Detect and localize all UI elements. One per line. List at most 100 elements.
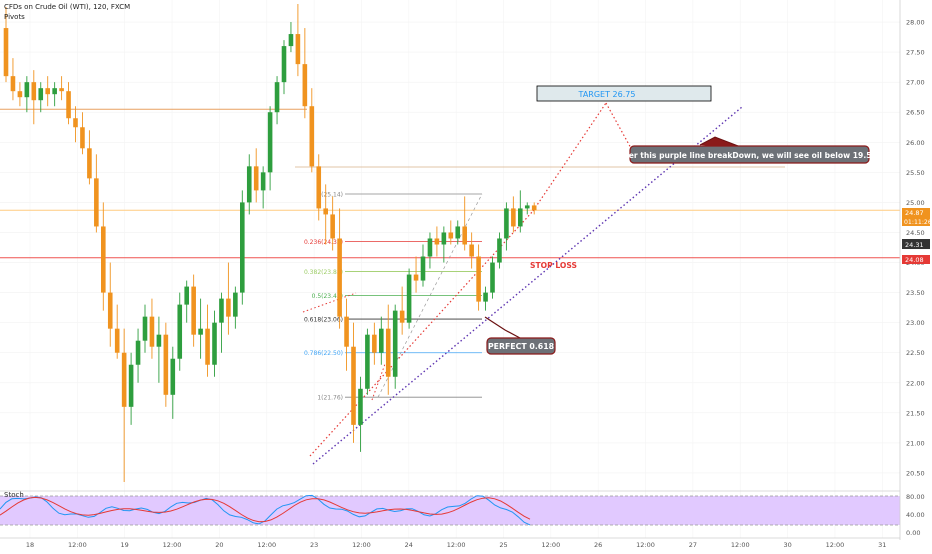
time-tick-label: 12:00 [447,541,466,549]
stoch-tick-80: 80.00 [906,493,925,501]
time-tick-label: 26 [594,541,602,549]
candle-body [24,82,30,98]
stoch-band [0,496,900,525]
candle-body [511,208,516,227]
stop-loss-label: STOP LOSS [530,261,577,270]
candle-body [483,292,488,302]
candle-body [267,112,273,173]
mid-price-text: 24.31 [905,241,924,249]
candle-body [246,166,252,203]
symbol-title: CFDs on Crude Oil (WTI), 120, FXCM [4,3,131,11]
stoch-tick-40: 40.00 [906,511,925,519]
candle-body [191,286,196,335]
price-tick-label: 21.50 [906,409,925,417]
candle-body [413,274,419,281]
candle-body [128,364,134,407]
time-tick-label: 25 [499,541,507,549]
price-tick-label: 22.00 [906,379,925,387]
current-price-tag [902,208,930,217]
stoch-k-line [0,494,531,526]
candle-body [80,127,85,149]
candle-body [372,334,377,353]
time-tick-label: 12:00 [541,541,560,549]
fib-level-label: 0.236(24.35) [304,239,343,246]
time-tick-label: 19 [121,541,129,549]
candle-body [427,238,433,257]
candle-body [309,106,315,167]
fib-level-label: 0.382(23.85) [304,269,343,276]
red-projection-line-1 [309,210,534,457]
breakdown-callout[interactable] [629,145,870,164]
pivots-indicator-label: Pivots [4,13,25,21]
red-projection-line-2 [532,102,607,212]
price-tick-label: 23.50 [906,289,925,297]
candle-body [156,334,162,347]
candle-body [455,226,461,239]
candle-body [149,316,155,347]
time-tick-label: 23 [310,541,318,549]
price-tick-label: 28.00 [906,19,925,27]
candle-body [434,238,440,245]
stop-price-text: 24.08 [905,256,924,264]
candle-body [504,208,509,239]
candle-body [330,214,335,239]
candle-body [497,238,502,263]
candle-body [518,208,523,227]
time-tick-label: 12:00 [636,541,655,549]
candle-body [205,328,210,365]
fib-level-label: 0(25.14) [317,191,343,198]
candle-body [219,298,224,323]
candle-body [379,328,384,353]
fib-level-label: 0.786(22.50) [304,350,343,357]
price-tick-label: 25.50 [906,169,925,177]
fib-level-label: 0.5(23.45) [312,293,343,300]
fib-level-label: 0.618(23.06) [304,317,343,324]
candle-body [121,352,127,407]
candle-body [87,148,92,179]
candle-body [490,262,495,293]
candle-body [365,334,370,389]
candle-body [441,232,447,245]
time-tick-label: 30 [783,541,791,549]
candle-body [240,202,245,293]
perfect-callout[interactable] [486,337,556,355]
target-box[interactable] [536,85,712,102]
candle-body [358,388,363,425]
mid-price-tag [902,239,930,249]
candle-body [177,304,183,359]
candle-body [101,226,106,293]
time-tick-label: 20 [215,541,223,549]
candle-body [3,28,9,77]
candle-body [406,274,412,323]
candle-body [295,34,301,65]
candle-body [337,238,342,317]
candle-body [66,91,71,119]
price-tick-label: 23.00 [906,319,925,327]
candle-body [469,244,474,257]
stoch-d-line [0,496,531,523]
candle-body [52,88,57,95]
candle-body [73,118,78,128]
candle-body [302,64,308,107]
time-tick-label: 18 [26,541,34,549]
candle-body [420,256,426,281]
candle-body [45,88,50,95]
candle-body [59,88,64,92]
candle-body [142,316,148,341]
breakdown-callout-text: After this purple line breakDown, we wil… [616,151,882,160]
candle-body [253,166,259,191]
perfect-pointer [484,316,521,339]
time-tick-label: 12:00 [163,541,182,549]
price-tick-label: 20.50 [906,469,925,477]
time-tick-label: 24 [405,541,413,549]
candle-body [344,316,349,347]
candle-body [170,358,176,395]
candle-body [385,328,391,377]
candle-body [226,298,231,317]
candle-body [260,172,266,191]
stoch-label: Stoch [4,491,24,499]
price-tick-label: 21.00 [906,439,925,447]
